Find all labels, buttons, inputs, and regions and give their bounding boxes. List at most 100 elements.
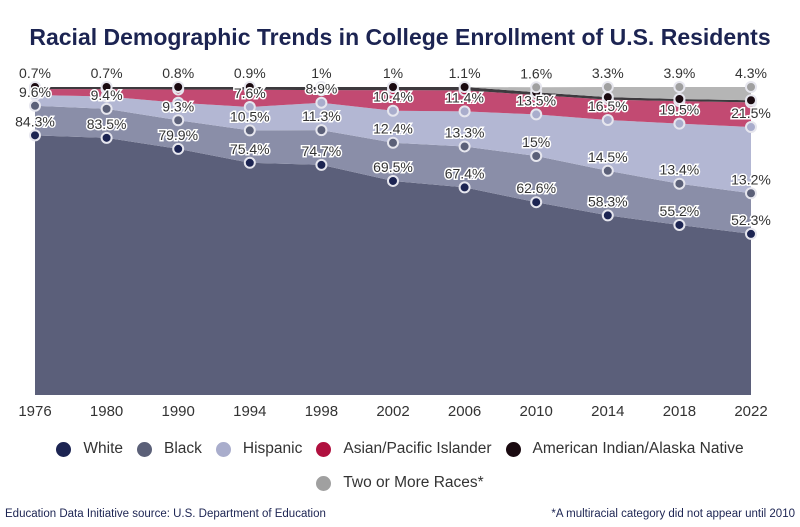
label-white-1976: 84.3% [15,113,55,129]
label-black-1994: 10.5% [230,108,270,124]
point-hispanic-2018[interactable] [673,117,686,130]
label-two-or-more-races-2022: 4.3% [735,65,767,81]
point-black-1998[interactable] [315,124,328,137]
point-black-2014[interactable] [601,164,614,177]
footnote: *A multiracial category did not appear u… [551,508,795,520]
label-hispanic-2014: 16.5% [588,98,628,114]
point-american-indian-alaska-native-1994[interactable] [243,81,256,93]
chart-title: Racial Demographic Trends in College Enr… [29,24,771,50]
point-hispanic-2022[interactable] [745,121,757,134]
label-black-2002: 12.4% [373,121,413,137]
point-hispanic-2010[interactable] [530,108,543,121]
point-hispanic-1994[interactable] [243,101,256,114]
point-two-or-more-races-2022[interactable] [745,81,757,93]
x-tick-1998: 1998 [305,403,338,420]
point-black-1976[interactable] [29,99,41,112]
x-axis-ticks: 1976 1980 1990 1994 1998 2002 2006 2010 2014 2018… [18,403,767,420]
legend-dot-hispanic [215,441,231,457]
legend-item-asian[interactable]: Asian/Pacific Islander [316,440,492,458]
label-white-2022: 52.3% [731,212,771,228]
point-american-indian-alaska-native-2022[interactable] [745,94,757,107]
point-white-1998[interactable] [315,158,328,171]
point-two-or-more-races-2014[interactable] [601,81,614,93]
stacked-area-chart: 84.3% 83.5% 79.9% 75.4% 74.7% 69.5% 67.4% 62.6%… [14,64,773,421]
legend-row-2: Two or More Races* [0,474,800,492]
x-tick-1994: 1994 [233,403,266,420]
point-american-indian-alaska-native-2006[interactable] [458,81,471,93]
x-tick-2010: 2010 [520,403,553,420]
point-black-2006[interactable] [458,140,471,153]
area-black [35,105,751,234]
legend-dot-american-indian [505,441,521,457]
label-american-indian-alaska-native-1994: 0.9% [234,65,266,81]
label-hispanic-2010: 13.5% [516,92,556,108]
point-hispanic-1998[interactable] [315,96,328,109]
legend-item-hispanic[interactable]: Hispanic [215,440,302,458]
point-black-2022[interactable] [745,187,757,200]
point-hispanic-1990[interactable] [172,96,185,109]
point-white-1990[interactable] [172,142,185,155]
label-hispanic-2002: 10.4% [373,89,413,105]
point-black-2018[interactable] [673,177,686,190]
point-white-1980[interactable] [100,131,113,144]
label-american-indian-alaska-native-2002: 1% [383,65,403,81]
label-american-indian-alaska-native-1980: 0.7% [91,65,123,81]
label-two-or-more-races-2014: 3.3% [592,65,624,81]
point-two-or-more-races-2010[interactable] [530,81,543,94]
point-american-indian-alaska-native-1998[interactable] [315,81,328,93]
point-white-2002[interactable] [387,174,399,187]
legend-label: Asian/Pacific Islander [343,440,492,457]
x-tick-2002: 2002 [376,403,409,420]
x-tick-1980: 1980 [90,403,123,420]
label-black-1980: 9.4% [91,87,123,103]
x-tick-2014: 2014 [591,403,624,420]
legend-dot-white [56,441,72,457]
point-hispanic-2006[interactable] [458,105,471,118]
x-tick-2006: 2006 [448,403,481,420]
legend-item-american-indian[interactable]: American Indian/Alaska Native [505,440,744,458]
legend-dot-black [137,441,152,457]
label-white-1994: 75.4% [230,141,270,157]
point-white-2018[interactable] [673,218,686,231]
legend-item-black[interactable]: Black [137,440,202,458]
legend-dot-two-or-more [316,475,332,491]
source-note: Education Data Initiative source: U.S. D… [5,508,326,520]
point-american-indian-alaska-native-2002[interactable] [387,81,399,93]
point-white-2022[interactable] [745,227,757,240]
label-black-2018: 13.4% [660,162,700,178]
point-white-2010[interactable] [530,196,543,209]
legend-dot-asian [316,441,332,457]
area-two-or-more-races [35,87,751,101]
x-tick-2018: 2018 [663,403,696,420]
point-black-1994[interactable] [243,124,256,137]
legend-item-two-or-more[interactable]: Two or More Races* [316,474,484,492]
label-white-1990: 79.9% [158,127,198,143]
point-white-2014[interactable] [601,209,614,222]
point-american-indian-alaska-native-2018[interactable] [673,93,686,106]
label-hispanic-2022: 21.5% [731,105,771,121]
point-hispanic-2014[interactable] [601,113,614,126]
point-american-indian-alaska-native-1990[interactable] [172,81,185,93]
label-white-2010: 62.6% [516,180,556,196]
label-american-indian-alaska-native-2006: 1.1% [449,65,481,81]
legend-item-white[interactable]: White [56,440,123,458]
point-white-2006[interactable] [458,181,471,194]
point-white-1976[interactable] [29,129,41,142]
point-two-or-more-races-2018[interactable] [673,81,686,93]
point-black-1990[interactable] [172,114,185,127]
point-black-2010[interactable] [530,149,543,162]
area-white [35,135,751,395]
point-hispanic-2002[interactable] [387,104,399,117]
label-hispanic-1994: 7.6% [234,85,266,101]
point-black-1980[interactable] [100,102,113,115]
point-american-indian-alaska-native-1980[interactable] [100,81,113,93]
label-black-2006: 13.3% [445,124,485,140]
label-black-1976: 9.6% [19,84,51,100]
point-white-1994[interactable] [243,156,256,169]
label-black-1990: 9.3% [162,98,194,114]
label-hispanic-2006: 11.4% [445,89,484,105]
label-white-2014: 58.3% [588,193,628,209]
point-american-indian-alaska-native-1976[interactable] [29,81,41,93]
point-black-2002[interactable] [387,136,399,149]
label-two-or-more-races-2010: 1.6% [520,65,552,81]
